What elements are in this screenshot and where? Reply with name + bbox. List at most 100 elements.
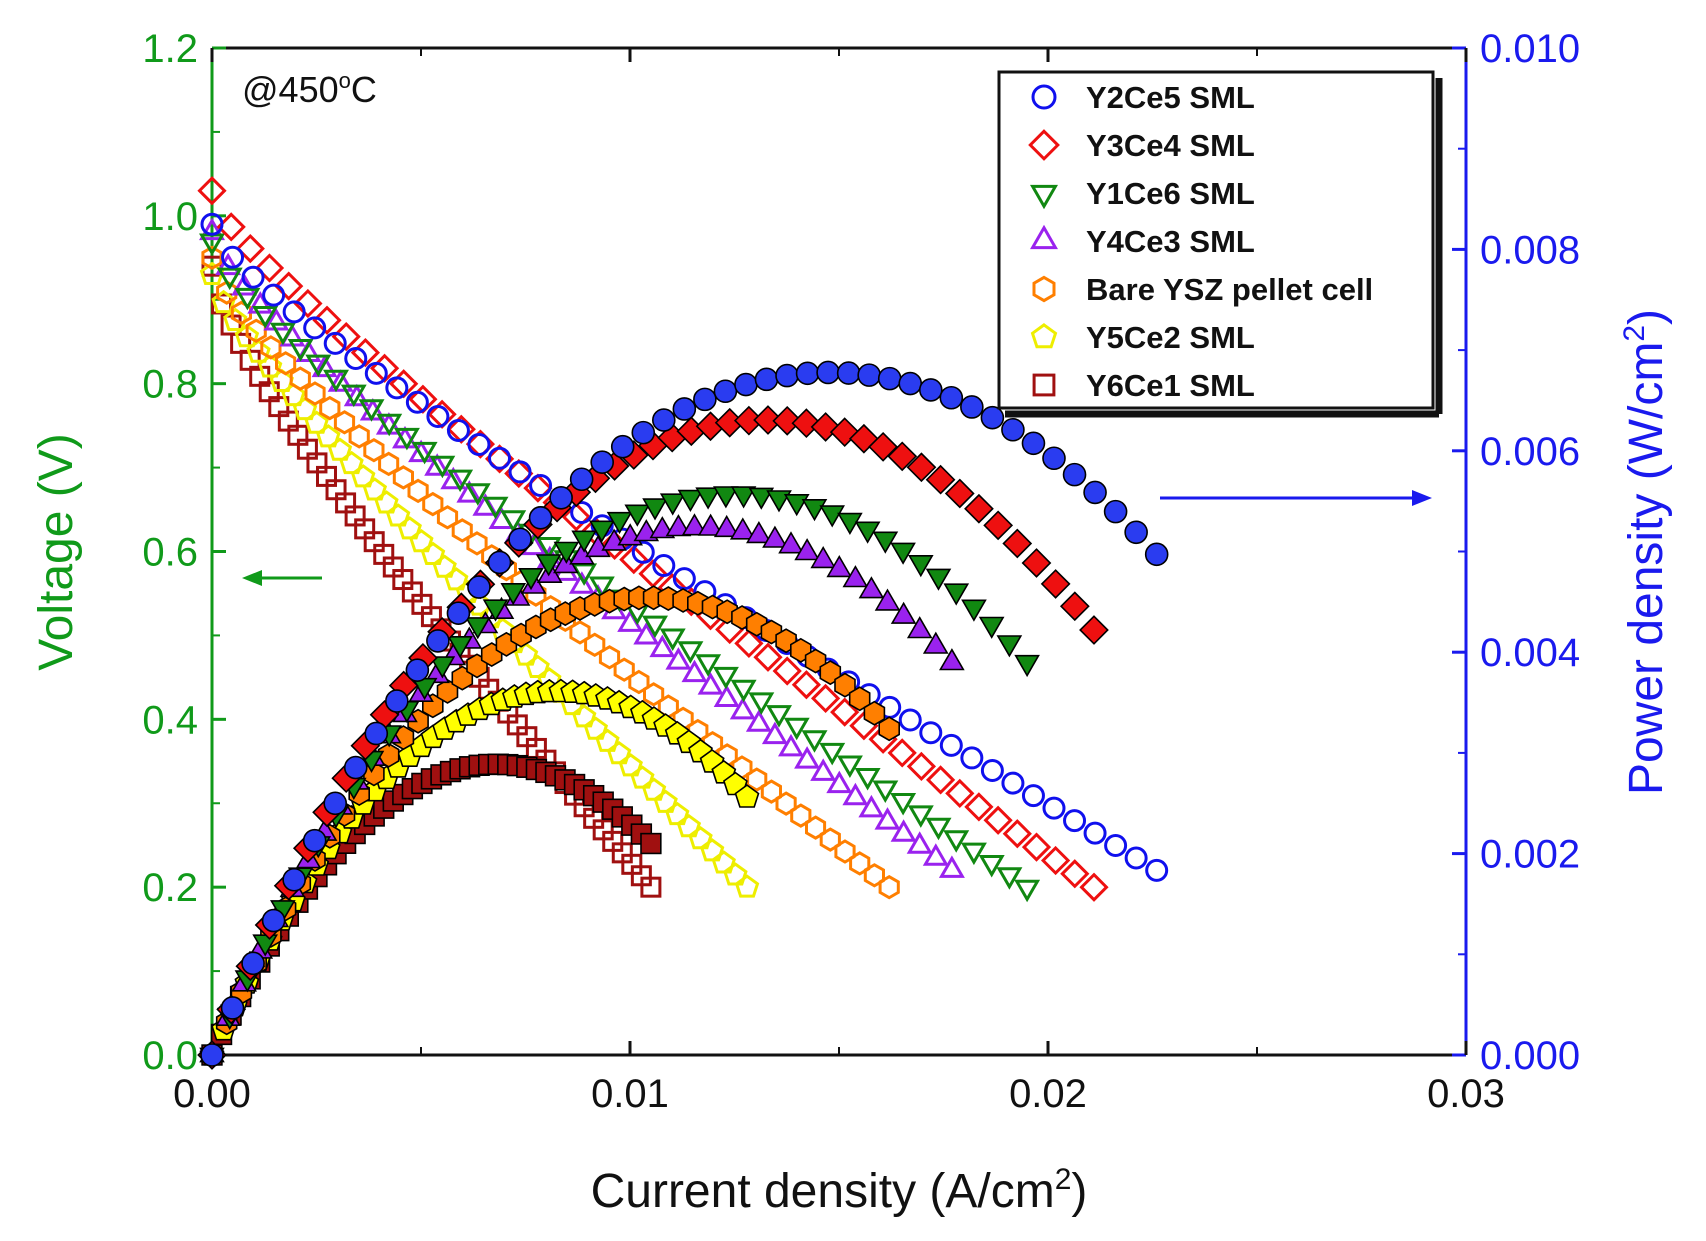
voltage-point: [252, 306, 279, 329]
voltage-point: [358, 399, 385, 422]
power-point: [887, 441, 918, 472]
voltage-point: [964, 792, 994, 822]
voltage-point: [874, 807, 901, 830]
power-point: [693, 387, 717, 412]
power-point: [960, 395, 984, 419]
voltage-point: [890, 819, 917, 842]
voltage-point: [199, 217, 225, 241]
power-point: [801, 498, 828, 522]
voltage-point: [794, 746, 821, 769]
power-point: [405, 658, 430, 682]
voltage-point: [467, 432, 491, 456]
power-point: [890, 542, 916, 565]
y-right-axis-title: Power density (W/cm2): [1618, 309, 1673, 795]
voltage-point: [652, 553, 676, 577]
voltage-point: [980, 759, 1004, 783]
voltage-point: [960, 842, 987, 866]
voltage-point: [938, 855, 965, 878]
legend-item: Y1Ce6 SML: [1030, 176, 1255, 211]
power-axis-arrow: [1160, 490, 1432, 506]
power-point: [518, 567, 544, 591]
power-point: [753, 405, 783, 435]
voltage-point: [619, 544, 649, 575]
power-point: [200, 1043, 224, 1067]
voltage-point: [1063, 809, 1087, 833]
power-point: [302, 828, 327, 853]
voltage-point: [340, 384, 367, 408]
voltage-point: [262, 283, 286, 307]
voltage-point: [508, 460, 532, 484]
power-point: [535, 554, 562, 577]
legend-label: Y6Ce1 SML: [1086, 368, 1255, 403]
voltage-point: [922, 843, 949, 866]
legend-item: Y5Ce2 SML: [1030, 320, 1255, 355]
power-point: [816, 360, 840, 385]
voltage-point: [643, 682, 665, 707]
voltage-point: [260, 335, 282, 360]
voltage-point: [1014, 879, 1041, 903]
voltage-point: [681, 659, 708, 683]
y-left-tick-label: 1.0: [142, 195, 198, 239]
power-point: [837, 512, 863, 536]
power-point: [553, 541, 580, 564]
power-point: [906, 616, 933, 639]
voltage-point: [810, 758, 837, 781]
power-point: [610, 434, 635, 459]
legend-box: [997, 70, 1435, 410]
voltage-point: [287, 339, 314, 362]
power-point: [877, 366, 902, 391]
voltage-point: [316, 424, 341, 448]
power-point: [1059, 591, 1090, 622]
voltage-point: [791, 670, 822, 700]
voltage-point: [729, 696, 756, 720]
power-point: [890, 601, 917, 624]
voltage-point: [447, 469, 474, 493]
power-point: [922, 631, 949, 654]
power-point: [746, 521, 772, 544]
legend-label: Y4Ce3 SML: [1086, 224, 1255, 259]
voltage-point: [568, 571, 595, 594]
y-left-tick-label: 0.2: [142, 866, 198, 910]
voltage-point: [405, 390, 429, 414]
voltage-point: [836, 755, 863, 778]
voltage-point: [327, 369, 354, 392]
power-point: [906, 452, 937, 483]
power-point: [868, 431, 898, 462]
power-point: [447, 635, 473, 659]
power-series-layer: [197, 360, 1169, 1070]
voltage-point: [466, 531, 488, 556]
power-point: [528, 506, 553, 530]
voltage-point: [633, 622, 660, 645]
voltage-point: [659, 628, 686, 651]
voltage-point: [312, 305, 342, 335]
voltage-point: [734, 628, 764, 659]
power-point: [939, 385, 964, 410]
power-point: [842, 565, 869, 588]
power-point: [857, 363, 881, 387]
voltage-point: [584, 632, 606, 658]
voltage-point: [1002, 819, 1032, 849]
power-series-bare-ysz-pellet-cell: [201, 585, 901, 1068]
power-point: [983, 510, 1014, 541]
power-point: [681, 513, 708, 536]
voltage-point: [858, 794, 885, 818]
power-series-y2ce5-sml: [200, 360, 1169, 1067]
voltage-point: [535, 537, 562, 560]
legend-item: Y4Ce3 SML: [1030, 224, 1255, 259]
x-axis-title: Current density (A/cm2): [591, 1163, 1088, 1218]
power-point: [343, 755, 368, 780]
power-point: [282, 867, 306, 892]
power-point: [791, 408, 822, 439]
x-tick-label: 0.03: [1427, 1072, 1505, 1116]
voltage-point: [783, 717, 810, 741]
power-point: [944, 478, 975, 509]
voltage-point: [730, 679, 757, 703]
voltage-point: [293, 288, 323, 319]
power-point: [996, 635, 1023, 658]
voltage-point: [753, 642, 783, 672]
power-point: [665, 514, 692, 537]
voltage-point: [978, 855, 1005, 878]
power-point: [606, 511, 633, 535]
voltage-point: [1060, 859, 1090, 889]
voltage-point: [677, 641, 704, 664]
